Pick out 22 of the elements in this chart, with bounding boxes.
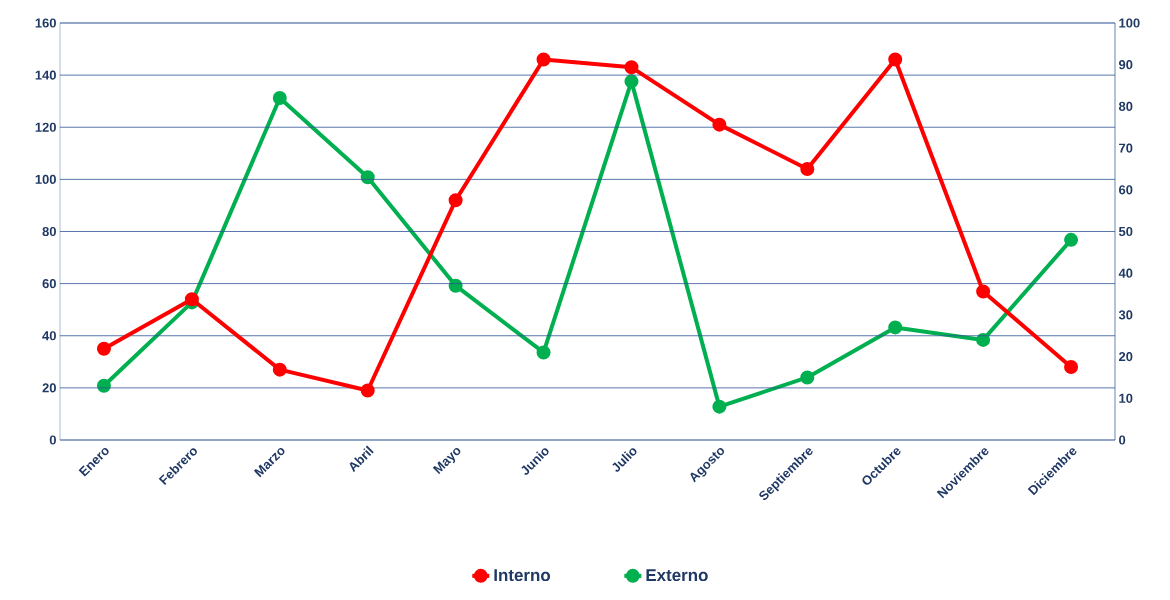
legend-label: Externo xyxy=(646,569,708,582)
y2-tick-label: 20 xyxy=(1118,352,1133,362)
y2-tick-label: 80 xyxy=(1118,101,1133,111)
y-tick-label: 60 xyxy=(42,279,56,289)
y2-tick-label: 40 xyxy=(1118,268,1133,278)
y-tick-label: 80 xyxy=(42,226,56,237)
legend-label: Interno xyxy=(494,569,551,582)
y-tick-label: 20 xyxy=(42,383,56,393)
y-tick-label: 40 xyxy=(42,331,56,341)
y2-tick-label: 90 xyxy=(1118,60,1133,70)
y2-tick-label: 30 xyxy=(1118,310,1133,320)
y-tick-label: 0 xyxy=(49,435,56,445)
y-tick-label: 120 xyxy=(35,122,56,132)
y2-tick-label: 100 xyxy=(1119,18,1140,28)
y-tick-label: 100 xyxy=(35,174,56,184)
y2-tick-label: 60 xyxy=(1119,185,1133,195)
y-tick-label: 140 xyxy=(35,70,56,80)
y2-tick-label: 70 xyxy=(1119,143,1133,153)
y-tick-label: 160 xyxy=(35,18,56,28)
y2-tick-label: 10 xyxy=(1119,393,1133,403)
y2-tick-label: 50 xyxy=(1118,226,1133,237)
y2-tick-label: 0 xyxy=(1119,435,1126,445)
